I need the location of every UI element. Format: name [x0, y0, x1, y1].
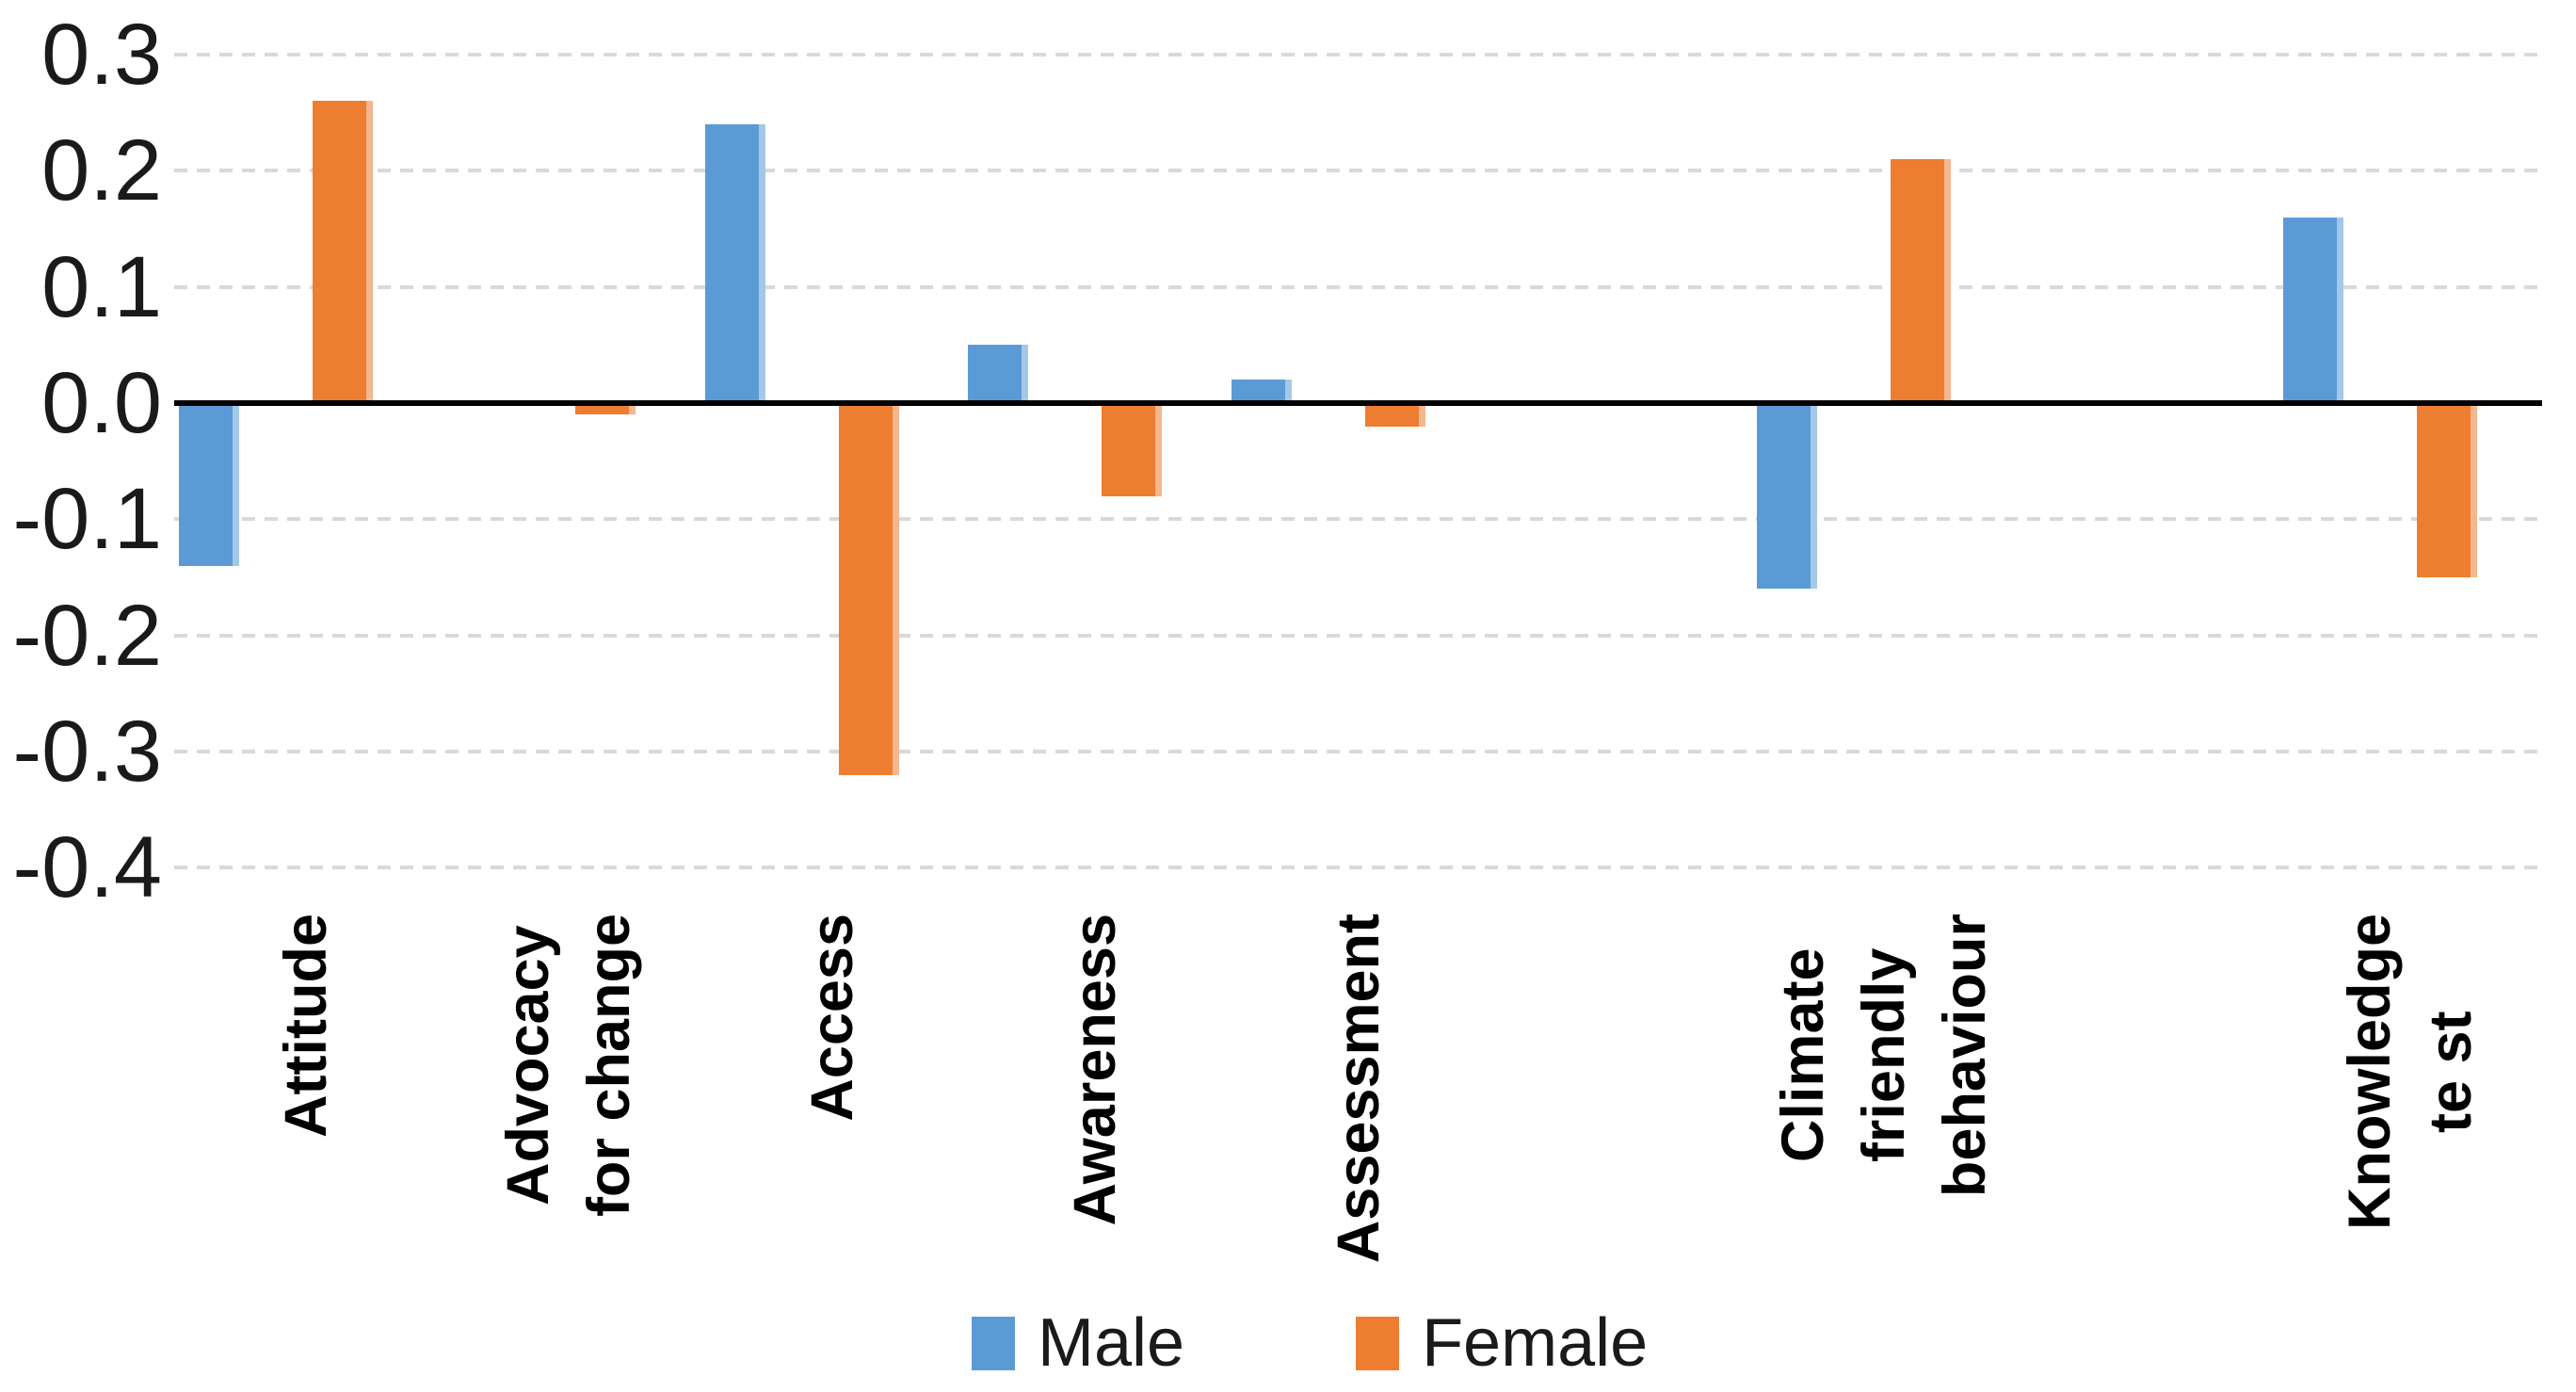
- gridline--0.1: [174, 517, 2542, 522]
- bar-male-attitude: [178, 403, 239, 566]
- x-axis-label-assessment: Assessment: [1325, 914, 1392, 1264]
- x-axis-label-access: Access: [798, 914, 865, 1122]
- y-tick-label-0.0: 0.0: [41, 355, 162, 451]
- bar-male-assessment: [1231, 380, 1292, 403]
- bar-female-advocacy-for-change: [575, 403, 636, 415]
- gridline-0.1: [174, 284, 2542, 289]
- legend-swatch-male-icon: [972, 1316, 1015, 1370]
- bar-male-access: [704, 124, 765, 403]
- legend-item-male: Male: [972, 1309, 1184, 1377]
- bar-female-assessment: [1364, 403, 1425, 427]
- legend-swatch-female-icon: [1356, 1316, 1400, 1370]
- legend-label-female: Female: [1422, 1305, 1649, 1381]
- y-tick-label-0.2: 0.2: [41, 122, 162, 219]
- bar-female-attitude: [312, 101, 373, 403]
- x-axis-label-climate-friendly-behaviour: Climate friendly behaviour: [1770, 914, 1999, 1198]
- bar-male-awareness: [968, 345, 1029, 403]
- gridline--0.2: [174, 633, 2542, 638]
- bar-male-knowledge-test: [2283, 217, 2344, 404]
- y-tick-label--0.1: -0.1: [12, 471, 162, 568]
- x-axis-label-awareness: Awareness: [1062, 914, 1129, 1226]
- x-axis-label-knowledge-test: Knowledge te st: [2337, 914, 2485, 1231]
- legend-label-male: Male: [1038, 1305, 1185, 1381]
- bar-female-access: [838, 403, 899, 775]
- bar-female-climate-friendly-behaviour: [1891, 159, 1952, 403]
- x-axis-zero-line: [174, 400, 2542, 406]
- y-tick-label--0.3: -0.3: [12, 703, 162, 800]
- y-tick-label--0.4: -0.4: [12, 819, 162, 916]
- bar-female-knowledge-test: [2417, 403, 2478, 577]
- bar-male-climate-friendly-behaviour: [1757, 403, 1818, 590]
- x-axis-label-attitude: Attitude: [272, 914, 339, 1138]
- gridline-0.2: [174, 169, 2542, 173]
- y-tick-label-0.1: 0.1: [41, 238, 162, 335]
- y-tick-label--0.2: -0.2: [12, 587, 162, 684]
- legend: Male Female: [972, 1309, 1648, 1377]
- y-tick-label-0.3: 0.3: [41, 7, 162, 104]
- x-axis-label-advocacy-for-change: Advocacy for change: [495, 914, 643, 1218]
- gridline-0.3: [174, 53, 2542, 57]
- gridline--0.4: [174, 866, 2542, 870]
- bar-female-awareness: [1102, 403, 1163, 496]
- gridline--0.3: [174, 749, 2542, 753]
- legend-item-female: Female: [1356, 1309, 1648, 1377]
